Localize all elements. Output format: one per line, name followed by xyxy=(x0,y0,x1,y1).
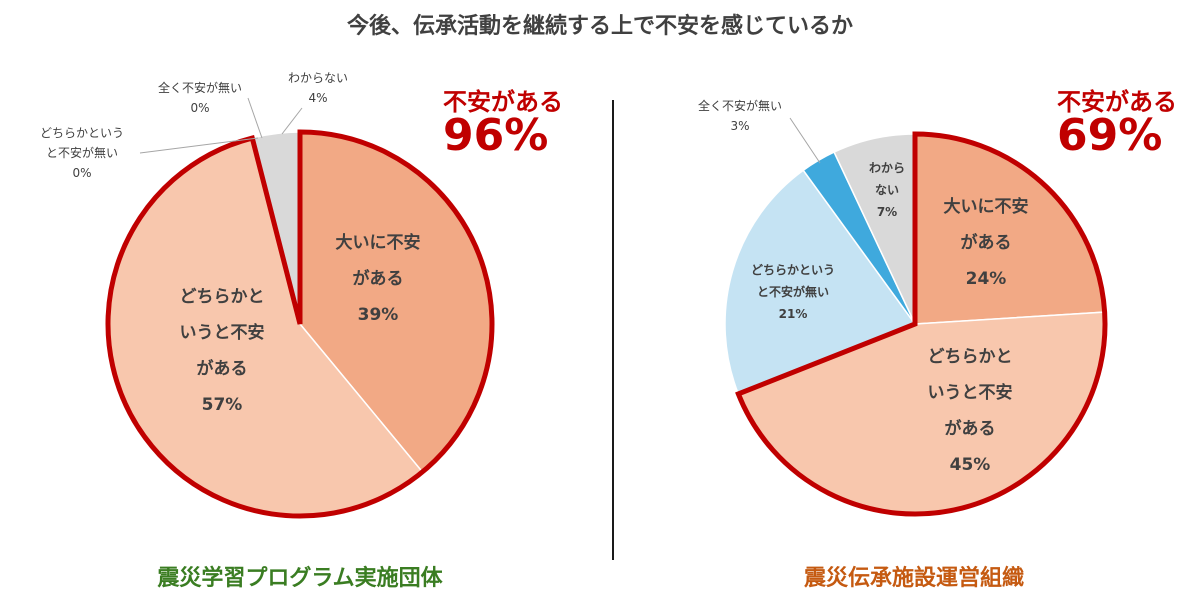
left-leader-line-5 xyxy=(281,107,303,135)
left-slice-label-4: 全く不安が無い 0% xyxy=(158,80,263,139)
left-slice-label-line: どちらかという xyxy=(40,126,124,140)
right-slice-label-line: いうと不安 xyxy=(928,382,1013,403)
left-slice-value-2: 57% xyxy=(202,395,243,415)
left-slice-value-3: 0% xyxy=(72,166,91,180)
chart-title: 今後、伝承活動を継続する上で不安を感じているか xyxy=(346,14,853,39)
left-slice-label-5: わからない 4% xyxy=(281,71,348,135)
left-slice-label-line: と不安が無い xyxy=(46,145,118,160)
left-slice-label-line: がある xyxy=(197,358,248,379)
right-slice-value-1: 24% xyxy=(966,269,1007,289)
right-slice-label-line: がある xyxy=(945,418,996,439)
right-slice-label-line: 全く不安が無い xyxy=(698,98,782,113)
left-callout-label: 不安がある xyxy=(443,88,563,116)
right-slice-label-line: ない xyxy=(875,183,899,197)
left-slice-label-line: がある xyxy=(353,268,404,289)
right-leader-line-4 xyxy=(789,117,821,164)
right-slice-label-line: がある xyxy=(961,232,1012,253)
right-slice-label-line: 大いに不安 xyxy=(944,196,1029,217)
right-pie-slice-1 xyxy=(914,133,1106,325)
left-slice-label-line: わからない xyxy=(288,71,348,85)
right-slice-label-4: 全く不安が無い 3% xyxy=(698,98,821,164)
chart-divider xyxy=(612,100,614,560)
right-slice-value-3: 21% xyxy=(779,307,808,321)
left-anxious-outline xyxy=(105,129,495,519)
right-slice-label-5: わからない 7% xyxy=(869,161,905,219)
right-slice-label-line: どちらかという xyxy=(751,263,835,277)
left-slice-label-line: どちらかと xyxy=(180,287,265,307)
right-slice-label-line: どちらかと xyxy=(928,347,1013,367)
left-slice-label-line: 大いに不安 xyxy=(336,232,421,253)
left-slice-label-line: いうと不安 xyxy=(180,322,265,343)
right-anxious-outline xyxy=(735,131,1108,517)
left-slice-label-line: 全く不安が無い xyxy=(158,80,242,95)
right-slice-label-line: わから xyxy=(869,161,905,175)
right-slice-label-line: と不安が無い xyxy=(757,284,829,299)
left-callout-value: 96% xyxy=(443,110,549,161)
left-slice-value-1: 39% xyxy=(358,305,399,325)
right-pie-slice-3 xyxy=(724,169,917,395)
right-pie-caption: 震災伝承施設運営組織 xyxy=(803,566,1024,591)
left-leader-line-4 xyxy=(247,97,263,139)
left-slice-value-5: 4% xyxy=(308,91,327,105)
right-callout-label: 不安がある xyxy=(1057,88,1177,116)
right-slice-value-4: 3% xyxy=(730,119,749,133)
left-leader-line-3 xyxy=(139,137,259,154)
left-pie-caption: 震災学習プログラム実施団体 xyxy=(157,566,443,591)
right-callout-value: 69% xyxy=(1057,110,1163,161)
left-slice-label-3: どちらかという 0% と不安が無い xyxy=(40,126,259,180)
right-slice-value-2: 45% xyxy=(950,455,991,475)
right-slice-value-5: 7% xyxy=(877,205,897,219)
left-slice-value-4: 0% xyxy=(190,101,209,115)
